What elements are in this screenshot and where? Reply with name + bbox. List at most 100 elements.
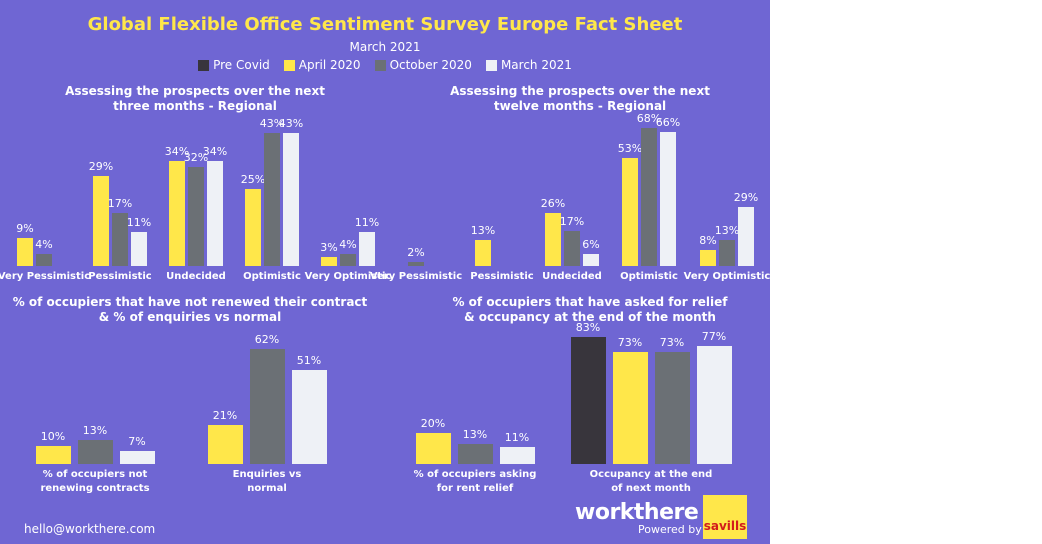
chart2-value-label: 53% [617, 142, 643, 156]
category-label-line: renewing contracts [40, 483, 150, 494]
chart2-value-label: 17% [559, 215, 585, 229]
chart-title-line: Assessing the prospects over the next [450, 84, 710, 98]
legend-swatch [485, 59, 497, 71]
chart4-value-label: 83% [575, 321, 601, 334]
workthere-logo: workthere ⬮ [575, 500, 717, 525]
chart1-category-label: Very Pessimistic [0, 270, 119, 284]
legend-label: April 2020 [298, 58, 361, 72]
chart3-value-label: 10% [40, 429, 66, 443]
category-label-line: Very Pessimistic [369, 271, 463, 282]
chart-title-line: & % of enquiries vs normal [98, 310, 282, 324]
chart1-bar-october-2020 [264, 132, 280, 266]
category-label-line: Very Optimistic [683, 271, 771, 282]
chart2-bar-march-2021 [583, 253, 599, 266]
chart-title-line: three months - Regional [113, 99, 277, 113]
category-label-line: Optimistic [243, 271, 301, 282]
legend-swatch [283, 59, 295, 71]
category-label-line: % of occupiers asking [413, 469, 537, 480]
powered-by-text: Powered by [638, 523, 702, 536]
chart2-value-label: 2% [407, 245, 425, 259]
chart1-bar-october-2020 [112, 213, 128, 266]
chart2-title: Assessing the prospects over the next tw… [385, 84, 775, 114]
chart1-value-label: 29% [88, 160, 114, 174]
chart3-bar-october-2020 [249, 349, 285, 464]
chart1-bar-october-2020 [36, 253, 52, 266]
chart1-bar-march-2021 [283, 132, 299, 266]
chart1-value-label: 43% [278, 116, 304, 130]
chart-title-line: % of occupiers that have not renewed the… [12, 295, 368, 309]
chart4-bar-april-2020 [415, 433, 451, 464]
chart3-bar-october-2020 [77, 439, 113, 464]
chart1-bar-april-2020 [245, 188, 261, 266]
chart2-bar-october-2020 [641, 127, 657, 266]
chart3-value-label: 13% [82, 423, 108, 437]
chart3-bar-march-2021 [119, 451, 155, 464]
chart1-value-label: 11% [126, 215, 152, 229]
chart4-bar-pre-covid [570, 337, 606, 464]
legend-item-pre-covid: Pre Covid [198, 58, 270, 72]
chart3-category-label: % of occupiers not renewing contracts [20, 468, 170, 496]
chart-title-line: Assessing the prospects over the next [65, 84, 325, 98]
category-label-line: for rent relief [436, 483, 514, 494]
contact-email-link[interactable]: hello@workthere.com [24, 522, 156, 536]
chart4-value-label: 13% [462, 428, 488, 442]
chart1-bar-march-2021 [131, 231, 147, 266]
legend-swatch [374, 59, 386, 71]
chart2-value-label: 68% [636, 111, 662, 125]
category-label-line: Enquiries vs [232, 469, 302, 480]
page-title: Global Flexible Office Sentiment Survey … [87, 14, 683, 35]
chart1-title: Assessing the prospects over the next th… [0, 84, 390, 114]
chart4-value-label: 73% [659, 336, 685, 350]
category-label-line: Optimistic [620, 271, 678, 282]
chart3-title: % of occupiers that have not renewed the… [0, 295, 380, 325]
chart2-category-label: Very Pessimistic [341, 270, 491, 284]
page-subtitle: March 2021 [349, 40, 421, 54]
chart3-bar-april-2020 [35, 445, 71, 464]
chart1-value-label: 9% [16, 222, 34, 236]
chart1-value-label: 17% [107, 197, 133, 211]
chart3-value-label: 21% [212, 409, 238, 423]
category-label-line: Occupancy at the end [589, 469, 713, 480]
chart4-category-label: % of occupiers asking for rent relief [400, 468, 550, 496]
chart4-bar-october-2020 [457, 444, 493, 464]
chart2-bar-april-2020 [475, 239, 491, 266]
chart2-value-label: 13% [714, 223, 740, 237]
chart3-value-label: 51% [296, 353, 322, 367]
chart1-category-label: Optimistic [197, 270, 347, 284]
chart1-bar-april-2020 [321, 256, 337, 266]
category-label-line: Very Pessimistic [0, 271, 91, 282]
chart3-value-label: 62% [254, 333, 280, 347]
chart2-bar-april-2020 [622, 158, 638, 266]
chart2-bar-october-2020 [564, 231, 580, 266]
legend-item-october-2020: October 2020 [374, 58, 472, 72]
chart2-bar-march-2021 [738, 207, 754, 266]
chart2-value-label: 8% [699, 233, 717, 247]
category-label-line: Pessimistic [88, 271, 152, 282]
chart1-value-label: 25% [240, 172, 266, 186]
chart4-category-label: Occupancy at the end of next month [576, 468, 726, 496]
chart4-title: % of occupiers that have asked for relie… [400, 295, 780, 325]
chart1-bar-april-2020 [93, 176, 109, 266]
chart4-value-label: 73% [617, 336, 643, 350]
chart4-bar-march-2021 [499, 447, 535, 464]
legend-item-march-2021: March 2021 [485, 58, 572, 72]
chart1-bar-march-2021 [359, 231, 375, 266]
chart4-value-label: 20% [420, 417, 446, 431]
brand-name: workthere [575, 500, 699, 525]
category-label-line: Undecided [542, 271, 602, 282]
chart2-bar-april-2020 [545, 213, 561, 266]
chart1-bar-april-2020 [169, 160, 185, 266]
category-label-line: of next month [611, 483, 691, 494]
chart4-bar-october-2020 [654, 352, 690, 464]
legend: Pre Covid April 2020 October 2020 March … [0, 58, 770, 72]
chart1-bar-october-2020 [188, 166, 204, 266]
fact-sheet: Global Flexible Office Sentiment Survey … [0, 0, 770, 544]
chart2-category-label: Undecided [497, 270, 647, 284]
chart4-bar-march-2021 [696, 346, 732, 464]
savills-logo: savills [703, 495, 747, 539]
savills-logo-text: savills [703, 519, 747, 533]
chart1-value-label: 4% [339, 237, 357, 251]
chart2-bar-october-2020 [408, 261, 424, 266]
chart4-value-label: 77% [701, 330, 727, 344]
chart2-bar-march-2021 [660, 132, 676, 266]
